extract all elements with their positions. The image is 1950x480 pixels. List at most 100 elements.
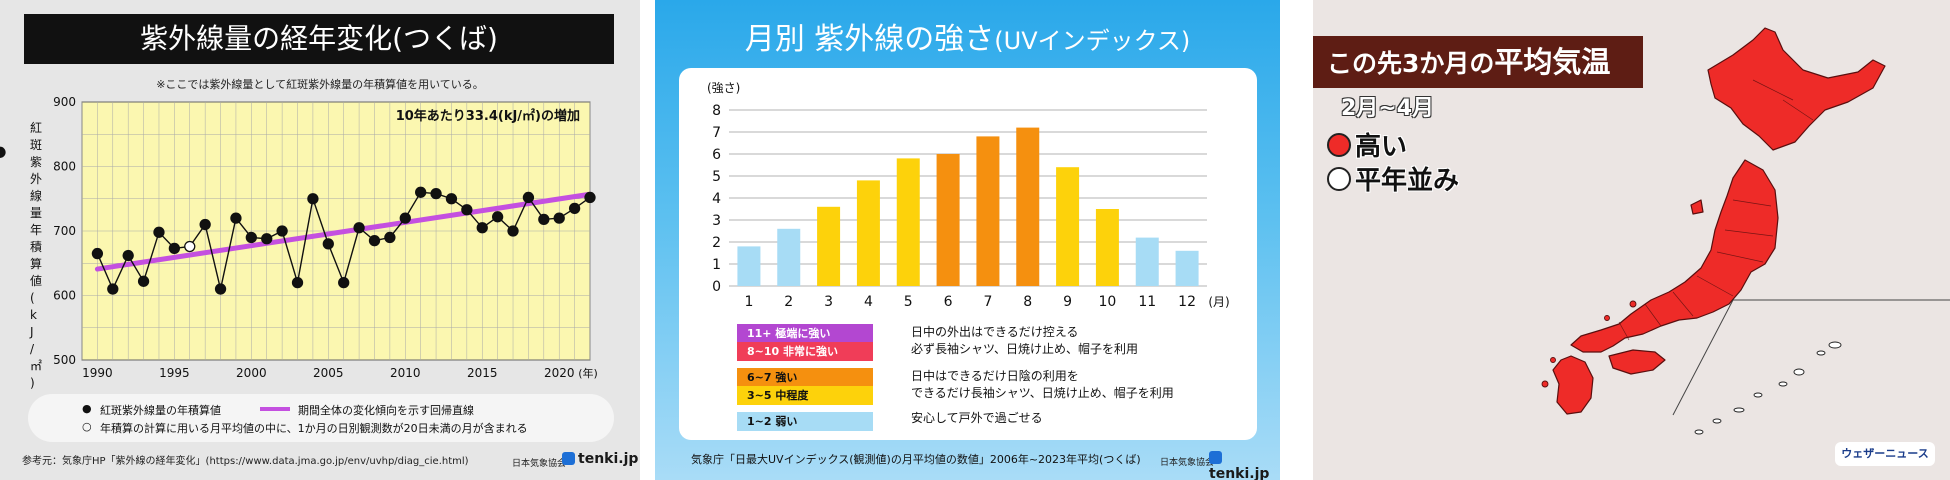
data-point	[137, 275, 150, 287]
kyushu-shape	[1552, 355, 1594, 415]
data-point	[261, 233, 273, 245]
data-point	[368, 235, 381, 247]
uv-scale-chip: 3~5 中程度	[737, 386, 873, 405]
data-point	[399, 212, 411, 224]
y-tick-label: 8	[712, 103, 721, 119]
x-tick-label: 10	[1099, 294, 1117, 310]
legend-open-circle-icon: ○	[82, 420, 92, 433]
x-tick-label: 1990	[82, 366, 113, 380]
data-point	[538, 213, 550, 226]
legend-normal-icon	[1327, 167, 1351, 191]
uv-bar	[856, 180, 880, 286]
open-data-point	[184, 240, 196, 253]
legend-open-label: 年積算の計算に用いる月平均値の中に、1か月の日別観測数が20日未満の月が含まれる	[100, 422, 528, 435]
x-tick-label: 2020	[544, 366, 575, 380]
y-tick-label: 4	[712, 191, 721, 207]
okinawa-inset	[1672, 299, 1950, 416]
x-tick-label: 2005	[313, 366, 344, 380]
uv-scale-chip: 8~10 非常に強い	[737, 342, 873, 361]
regression-line	[94, 191, 593, 272]
x-axis-label: (年)	[578, 366, 598, 380]
x-tick-label: 7	[983, 294, 992, 310]
y-tick-label: 3	[712, 213, 721, 229]
y-tick-label: 500	[53, 353, 76, 367]
trend-chart: 500 600 700 800 900 1990 1995 2000 2005 2010 2015 2…	[0, 95, 598, 390]
legend-high: 高い	[1327, 126, 1407, 163]
advice-very-strong: 日中の外出はできるだけ控える 必ず長袖シャツ、日焼け止め、帽子を利用	[911, 324, 1138, 358]
trend-source: 参考元：気象庁HP「紫外線の経年変化」(https://www.data.jma…	[22, 456, 469, 467]
data-point	[476, 222, 488, 234]
data-point	[122, 249, 134, 262]
uv-bar	[1056, 167, 1080, 286]
tenki-logo: tenki.jp	[562, 451, 638, 467]
japan-map	[1541, 27, 1950, 435]
y-tick-label: 900	[53, 95, 76, 109]
uv-bar	[1095, 209, 1119, 286]
data-point	[230, 212, 242, 224]
data-point	[338, 276, 350, 289]
hokkaido-shape	[1707, 27, 1886, 151]
data-point	[0, 146, 6, 158]
advice-line: できるだけ長袖シャツ、日焼け止め、帽子を利用	[911, 386, 1174, 400]
legend-dot-icon: ●	[82, 402, 92, 415]
data-point	[553, 212, 565, 224]
uv-scale-chip: 1~2 弱い	[737, 412, 873, 431]
x-tick-label: 9	[1063, 294, 1072, 310]
data-point	[430, 187, 442, 200]
honshu-shape	[1570, 159, 1779, 353]
data-point	[384, 231, 396, 244]
trend-legend: ● 紅斑紫外線量の年積算値 期間全体の変化傾向を示す回帰直線 ○ 年積算の計算に…	[28, 394, 614, 442]
tenki-brand: tenki.jp	[578, 451, 639, 467]
y-tick-label: 600	[53, 289, 76, 303]
legend-high-icon	[1327, 133, 1351, 157]
x-tick-label: 3	[824, 294, 833, 310]
advice-line: 安心して戸外で過ごせる	[911, 411, 1043, 425]
data-point	[522, 191, 535, 204]
data-point	[291, 276, 304, 289]
data-point	[214, 283, 227, 295]
y-axis-label: (強さ)	[707, 81, 740, 95]
advice-line: 日中の外出はできるだけ控える	[911, 325, 1079, 339]
data-point	[307, 193, 319, 205]
sado-island-shape	[1690, 199, 1704, 215]
shikoku-shape	[1608, 349, 1666, 375]
data-point	[245, 231, 257, 244]
data-point	[415, 186, 427, 198]
remote-islands	[1694, 341, 1842, 435]
uv-bar	[936, 154, 960, 286]
legend-line-label: 期間全体の変化傾向を示す回帰直線	[298, 404, 474, 417]
data-point	[91, 247, 104, 260]
x-tick-label: 11	[1138, 294, 1156, 310]
uv-source: 気象庁「日最大UVインデックス(観測値)の月平均値の数値」2006年~2023年…	[691, 453, 1141, 466]
small-islands	[1541, 300, 1637, 388]
uv-title: 月別 紫外線の強さ(UVインデックス)	[655, 14, 1280, 58]
weathernews-logo: ウェザーニュース	[1835, 442, 1935, 466]
uv-bar	[1175, 250, 1199, 286]
x-tick-label: 1	[744, 294, 753, 310]
x-tick-label: 2015	[467, 366, 498, 380]
uv-bar	[1135, 237, 1159, 286]
x-tick-label: 12	[1178, 294, 1196, 310]
x-tick-label: 4	[864, 294, 873, 310]
trend-title: 紫外線量の経年変化(つくば)	[24, 14, 614, 64]
outlook-title: この先3か月の平均気温	[1313, 36, 1643, 88]
uv-trend-panel: 紫外線量の経年変化(つくば) ※ここでは紫外線量として紅斑紫外線量の年積算値を用…	[0, 0, 640, 480]
data-point	[153, 226, 165, 238]
data-point	[322, 238, 334, 250]
y-tick-label: 700	[53, 224, 76, 238]
trend-annotation: 10年あたり33.4(kJ/㎡)の増加	[396, 108, 580, 124]
tenki-logo: tenki.jp	[1209, 450, 1280, 480]
prefecture-borders	[1618, 79, 1814, 341]
advice-moderate: 日中はできるだけ日陰の利用を できるだけ長袖シャツ、日焼け止め、帽子を利用	[911, 368, 1174, 402]
x-axis-label: (月)	[1208, 295, 1229, 309]
data-point	[584, 191, 596, 204]
y-tick-label: 2	[712, 235, 721, 251]
y-tick-label: 0	[712, 279, 721, 295]
y-tick-label: 800	[53, 160, 76, 174]
uv-title-main: 月別 紫外線の強さ	[744, 22, 995, 57]
x-tick-label: 2010	[390, 366, 421, 380]
x-tick-label: 1995	[159, 366, 190, 380]
y-tick-label: 6	[712, 147, 721, 163]
uv-index-panel: 月別 紫外線の強さ(UVインデックス) 0 1 2 3 4 5 6 7 8 (強さ) 1 2 3 4 5 6 7…	[655, 0, 1280, 480]
x-tick-label: 5	[904, 294, 913, 310]
